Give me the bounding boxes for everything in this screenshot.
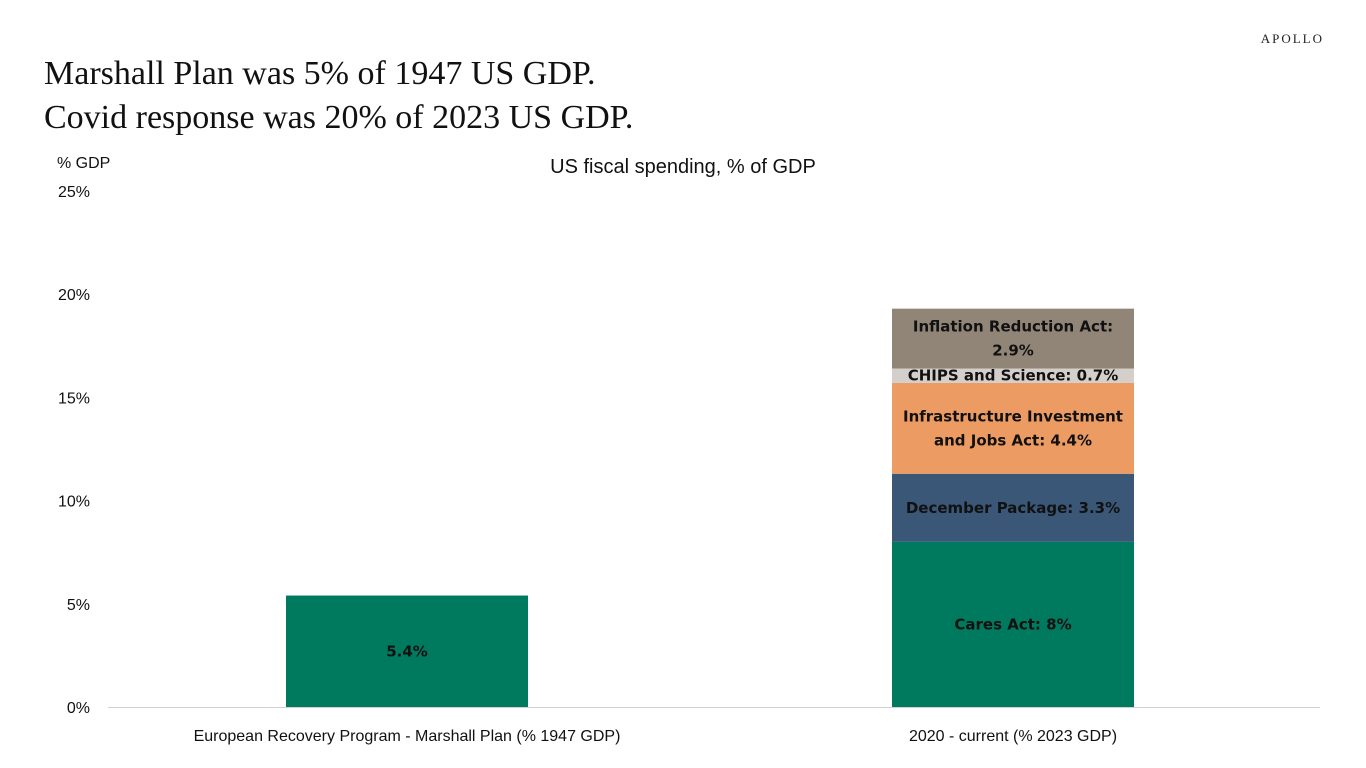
chart-title: US fiscal spending, % of GDP — [550, 156, 816, 178]
y-tick-label: 0% — [67, 700, 90, 717]
y-tick-label: 5% — [67, 597, 90, 614]
data-label: Inflation Reduction Act: — [913, 318, 1113, 336]
y-axis-label: % GDP — [57, 155, 111, 172]
data-label: and Jobs Act: 4.4% — [934, 431, 1092, 449]
data-label: Infrastructure Investment — [903, 407, 1123, 425]
bar-segment — [892, 368, 1134, 383]
y-tick-label: 25% — [58, 184, 90, 201]
x-category-label: European Recovery Program - Marshall Pla… — [194, 728, 621, 745]
y-tick-label: 20% — [58, 287, 90, 304]
data-label: CHIPS and Science: 0.7% — [908, 367, 1119, 385]
data-label: 5.4% — [386, 642, 428, 660]
data-label: December Package: 3.3% — [906, 499, 1120, 517]
data-label: 2.9% — [992, 342, 1034, 360]
headline-line-2: Covid response was 20% of 2023 US GDP. — [44, 99, 634, 136]
headline: Marshall Plan was 5% of 1947 US GDP. Cov… — [44, 52, 633, 140]
apollo-logo: APOLLO — [1260, 31, 1324, 46]
headline-line-1: Marshall Plan was 5% of 1947 US GDP. — [44, 55, 596, 92]
bar-segment — [892, 541, 1134, 707]
data-label: Cares Act: 8% — [954, 615, 1071, 633]
bar-segment — [286, 595, 528, 707]
y-tick-label: 10% — [58, 494, 90, 511]
x-category-label: 2020 - current (% 2023 GDP) — [909, 728, 1117, 745]
bar-segment — [892, 382, 1134, 474]
bar-segment — [892, 473, 1134, 542]
bar-segment — [892, 308, 1134, 369]
y-tick-label: 15% — [58, 390, 90, 407]
